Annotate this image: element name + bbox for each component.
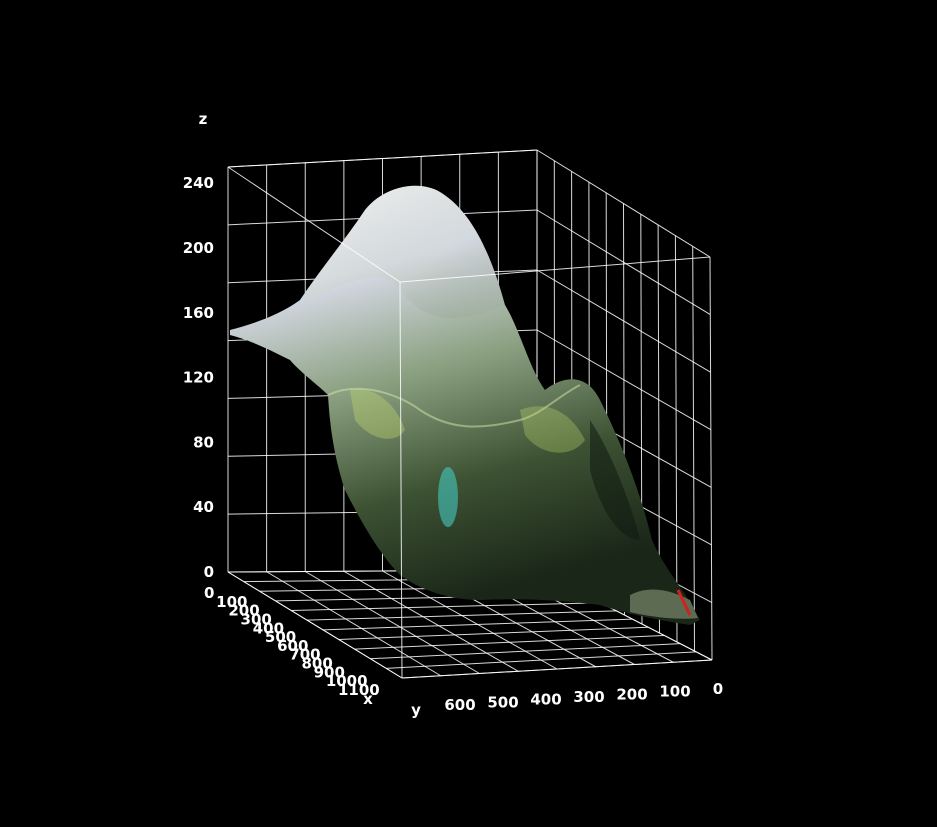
left-bottom-edge (227, 571, 403, 679)
surface-red-edge (676, 589, 692, 616)
right-wall-hline (536, 329, 712, 431)
surface-highlight (300, 185, 505, 319)
z-tick-label: 160 (183, 304, 214, 322)
x-tick-label: 700 (289, 646, 320, 664)
y-tick-label: 400 (530, 691, 561, 709)
x-tick-label: 100 (216, 593, 247, 611)
front-grid (227, 149, 713, 679)
surface-ridge (327, 384, 581, 428)
x-tick-label: 400 (253, 619, 284, 637)
top-edge-front (399, 256, 711, 283)
z-tick-label: 80 (193, 433, 214, 451)
floor-line-y (382, 570, 558, 670)
right-wall-vline (709, 256, 713, 661)
x-tick-label: 1100 (338, 681, 380, 699)
floor-line-y (304, 571, 480, 674)
y-tick-label: 300 (573, 688, 604, 706)
y-axis-ticks: 600 500 400 300 200 100 0 (444, 680, 723, 714)
surface-body (230, 185, 700, 626)
z-tick-label: 240 (183, 174, 214, 192)
z-axis-ticks: 0 40 80 120 160 200 240 (183, 174, 214, 581)
front-bottom-edge (401, 659, 713, 679)
x-tick-label: 0 (204, 584, 214, 602)
x-tick-label: 500 (265, 628, 296, 646)
z-tick-label: 200 (183, 239, 214, 257)
top-edge-left (227, 166, 401, 283)
right-wall-hline (536, 269, 711, 373)
x-tick-label: 900 (314, 663, 345, 681)
z-axis-label: z (199, 110, 208, 128)
x-tick-label: 600 (277, 637, 308, 655)
front-vertical-edge (399, 281, 403, 679)
top-edge-back (227, 149, 538, 168)
surface-bright-patch-1 (350, 389, 405, 439)
right-wall-vline (674, 235, 678, 643)
right-wall-hline (536, 209, 711, 315)
x-tick-label: 200 (228, 602, 259, 620)
z-tick-label: 0 (204, 563, 214, 581)
x-tick-label: 300 (241, 610, 272, 628)
right-wall-vline (692, 246, 695, 652)
surface-mesh (230, 185, 700, 626)
y-tick-label: 100 (659, 683, 690, 701)
y-tick-label: 600 (444, 696, 475, 714)
x-tick-label: 1000 (326, 672, 368, 690)
surface-bright-patch-2 (520, 406, 585, 453)
right-wall-hline (536, 149, 711, 258)
floor-line-y (266, 571, 442, 677)
y-tick-label: 200 (616, 685, 647, 703)
x-axis-label: x (363, 690, 373, 708)
y-axis-label: y (411, 701, 421, 719)
x-tick-label: 800 (301, 655, 332, 673)
surface-cyan-patch (438, 467, 458, 527)
z-tick-label: 40 (193, 498, 214, 516)
floor-line-y (343, 570, 519, 672)
y-tick-label: 500 (487, 693, 518, 711)
y-tick-label: 0 (713, 680, 723, 698)
z-tick-label: 120 (183, 369, 214, 387)
surface-dark-patch (590, 420, 640, 540)
